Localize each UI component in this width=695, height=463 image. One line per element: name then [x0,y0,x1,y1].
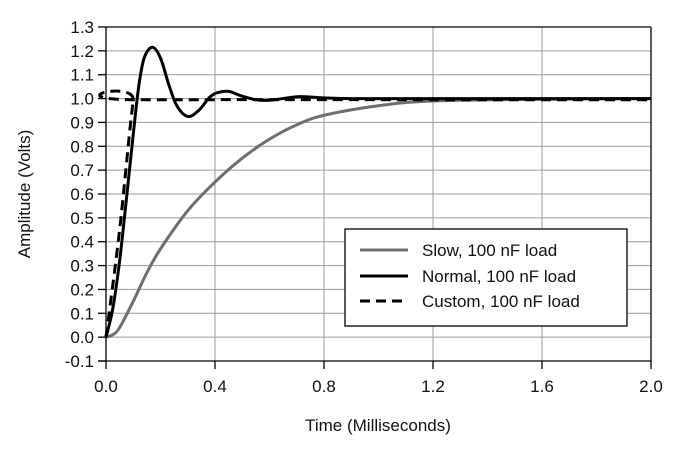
legend-label-slow: Slow, 100 nF load [422,241,557,260]
x-tick-label: 0.4 [203,377,227,396]
series-lines [98,45,652,339]
y-tick-label: 0.5 [70,209,94,228]
y-tick-label: 0.2 [70,280,94,299]
y-tick-label: 0.4 [70,233,94,252]
x-tick-label: 1.6 [530,377,554,396]
x-tick-label: 0.8 [312,377,336,396]
x-tick-label: 0.0 [94,377,118,396]
y-tick-label: 0.9 [70,113,94,132]
y-tick-label: 1.0 [70,90,94,109]
y-tick-label: 1.3 [70,18,94,37]
y-tick-label: 0.8 [70,137,94,156]
y-tick-label: 0.6 [70,185,94,204]
y-tick-label: 0.0 [70,328,94,347]
y-tick-label: 0.3 [70,257,94,276]
x-axis-label: Time (Milliseconds) [305,416,451,435]
tick-labels: -0.10.00.10.20.30.40.50.60.70.80.91.01.1… [65,18,663,396]
legend-label-custom: Custom, 100 nF load [422,292,580,311]
x-tick-label: 1.2 [421,377,445,396]
y-tick-label: 1.2 [70,42,94,61]
x-tick-label: 2.0 [639,377,663,396]
y-tick-label: 0.1 [70,304,94,323]
y-tick-label: -0.1 [65,352,94,371]
series-line-normal [104,45,652,338]
legend-label-normal: Normal, 100 nF load [422,267,576,286]
series-line-custom [98,89,652,338]
y-tick-label: 1.1 [70,66,94,85]
y-axis-label: Amplitude (Volts) [15,130,34,259]
axes [98,26,652,369]
y-tick-label: 0.7 [70,161,94,180]
legend: Slow, 100 nF load Normal, 100 nF load Cu… [344,228,628,327]
